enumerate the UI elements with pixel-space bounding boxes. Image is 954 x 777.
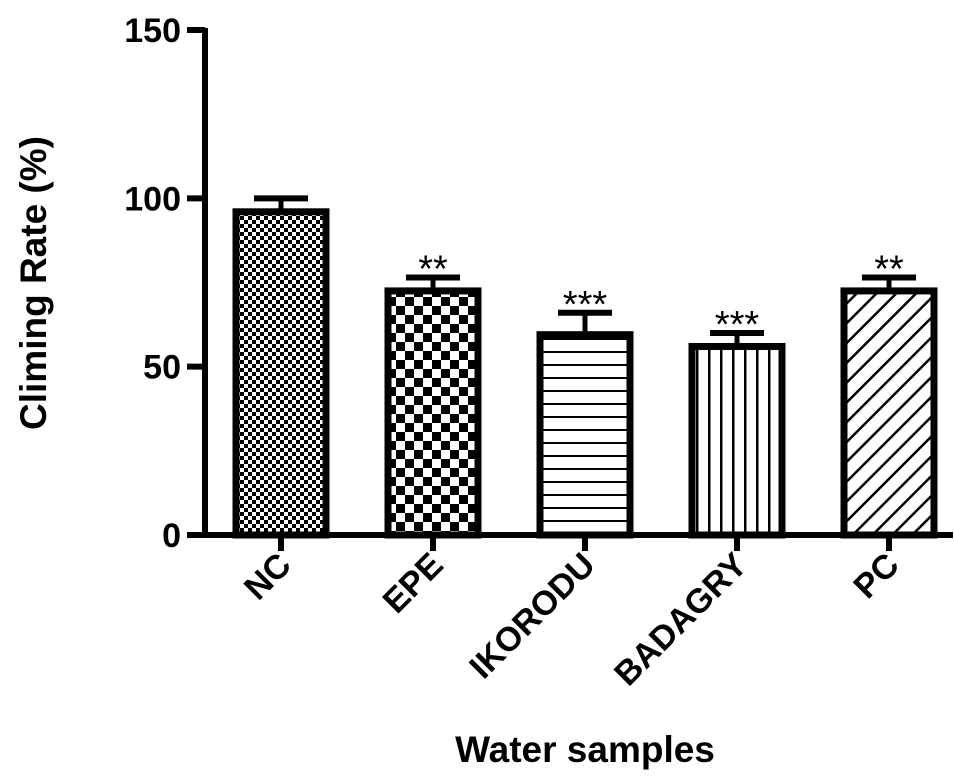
x-tick-label-ikorodu: IKORODU [462,546,602,686]
bar-nc [232,208,330,539]
significance-badagry: *** [715,304,760,346]
x-tick-label-pc: PC [846,546,906,606]
x-axis-title: Water samples [455,729,715,770]
y-tick-label-100: 100 [124,180,181,218]
y-tick-label-0: 0 [162,517,181,555]
y-tick-label-150: 150 [124,12,181,50]
bar-pc [840,287,938,539]
bars-layer: ***** ***** [232,195,938,539]
bar-ikorodu [536,331,634,539]
y-axis-title: Climing Rate (%) [13,136,54,430]
bar-badagry [688,342,786,539]
bar-epe [384,287,482,539]
significance-pc: ** [874,248,904,290]
significance-ikorodu: *** [563,284,608,326]
significance-epe: ** [418,248,448,290]
x-tick-label-epe: EPE [376,546,451,621]
x-tick-label-nc: NC [237,546,299,608]
y-tick-label-50: 50 [143,349,181,387]
x-tick-label-badagry: BADAGRY [607,546,755,694]
